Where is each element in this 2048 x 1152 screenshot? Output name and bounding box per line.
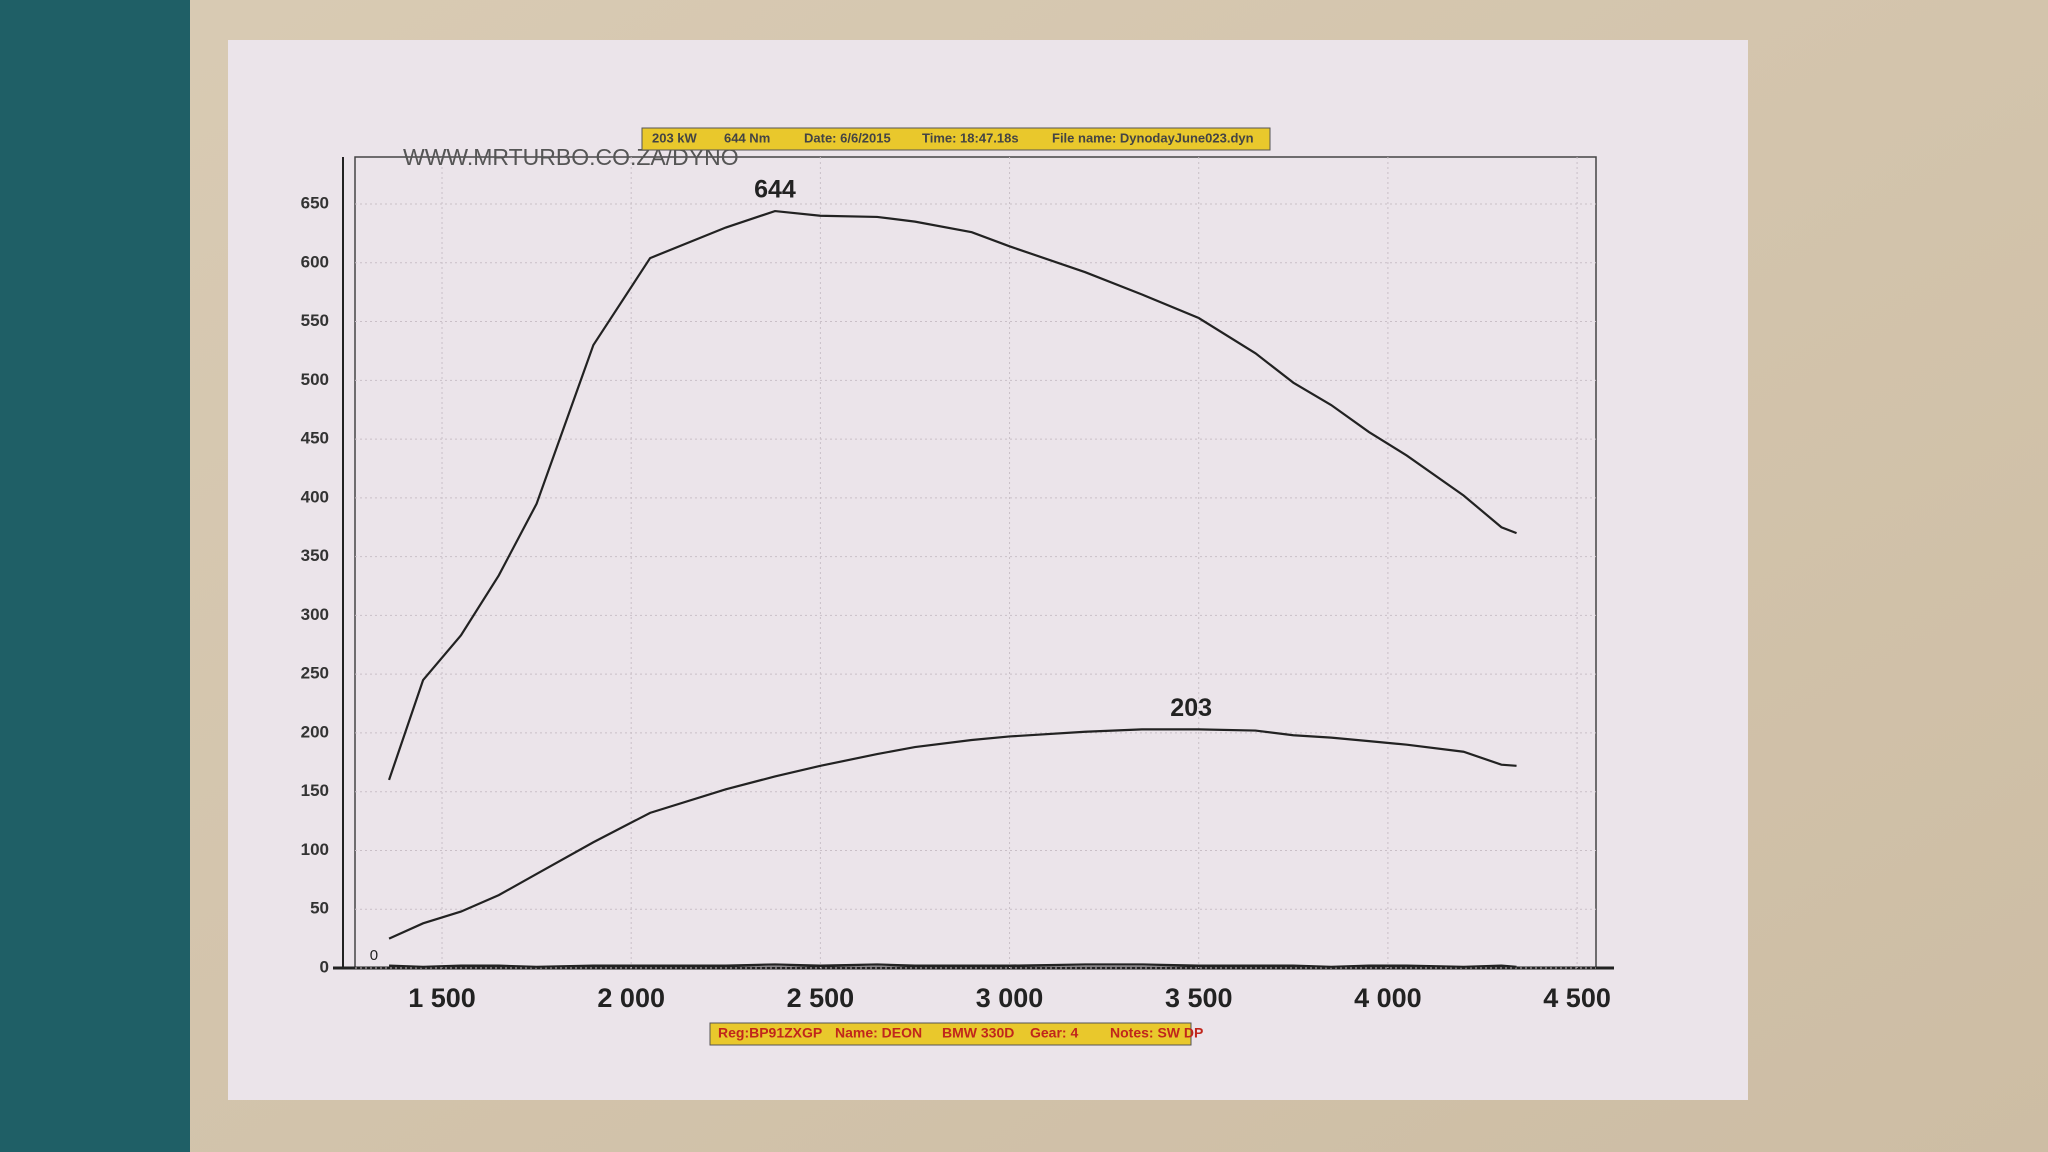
paper [228,40,1748,1100]
footer-text: Reg:BP91ZXGP [718,1025,822,1041]
header-strip: 203 kW 644 Nm Date: 6/6/2015 Time: 18:47.18… [641,127,1271,151]
header-text: 203 kW [652,130,698,145]
x-tick-label: 2 000 [597,983,665,1013]
series-line [388,209,1517,781]
footer-text: Notes: SW DP [1110,1025,1203,1041]
series-line [388,728,1517,940]
y-tick-label: 200 [301,722,329,741]
y-tick-label: 650 [301,193,329,212]
y-tick-label: 150 [301,781,329,800]
annotation: 644 [754,176,796,204]
annotation: 203 [1170,694,1212,722]
x-tick-label: 2 500 [787,983,855,1013]
y-tick-label: 300 [301,605,329,624]
header-text: File name: DynodayJune023.dyn [1052,130,1254,145]
carpet [0,0,190,1152]
chart: 0 50 100 150 200 250 300 350 400 450 500 550 600 650 1… [301,127,1614,1046]
x-tick-label: 4 500 [1543,983,1611,1013]
y-tick-label: 50 [310,899,329,918]
footer-text: Name: DEON [835,1025,922,1041]
header-text: Time: 18:47.18s [922,130,1019,145]
y-tick-label: 600 [301,252,329,271]
y-tick-label: 450 [301,429,329,448]
footer-box [709,1022,1192,1046]
header-box [641,127,1271,151]
x-tick-label: 4 000 [1354,983,1422,1013]
annotation: 0 [370,947,378,964]
y-tick-label: 550 [301,311,329,330]
y-tick-label: 0 [320,957,329,976]
footer-strip: Reg:BP91ZXGP Name: DEON BMW 330D Gear: 4 Not… [709,1022,1203,1046]
footer-text: BMW 330D [942,1025,1014,1041]
y-tick-label: 100 [301,840,329,859]
header-text: 644 Nm [724,130,770,145]
footer-text: Gear: 4 [1030,1025,1078,1041]
header-text: Date: 6/6/2015 [804,130,891,145]
y-tick-label: 500 [301,370,329,389]
y-tick-label: 250 [301,664,329,683]
x-tick-label: 3 500 [1165,983,1233,1013]
y-tick-label: 350 [301,546,329,565]
x-tick-label: 1 500 [408,983,476,1013]
series-line [389,963,1517,968]
y-tick-label: 400 [301,487,329,506]
x-tick-label: 3 000 [976,983,1044,1013]
